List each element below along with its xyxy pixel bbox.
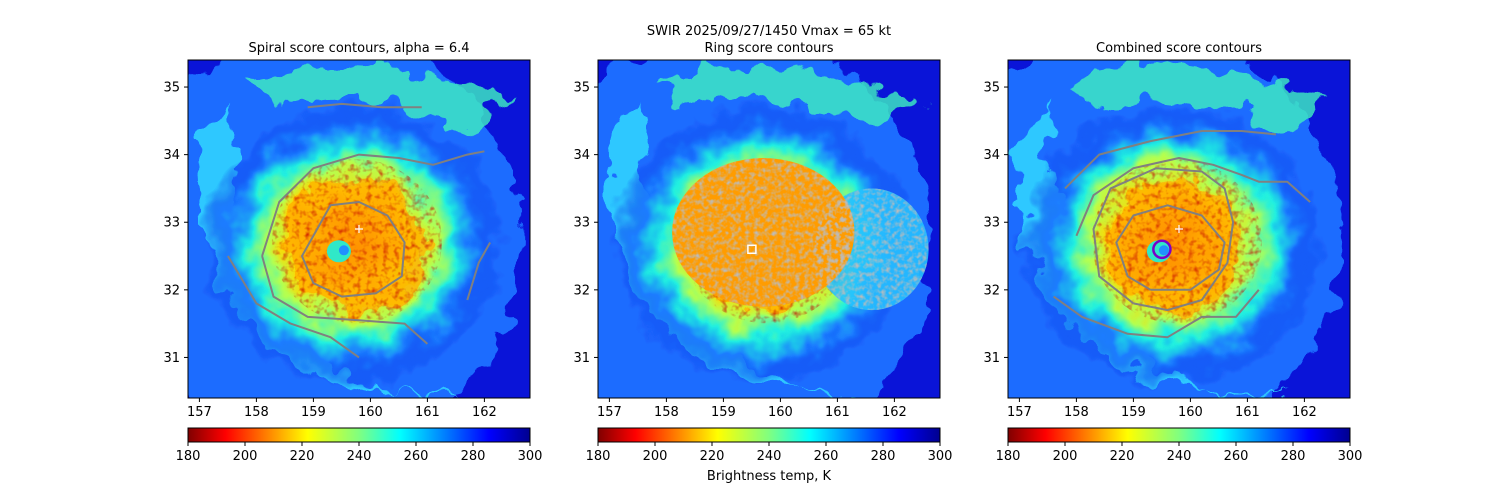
y-tick-label: 31 [573, 351, 590, 366]
y-tick-label: 32 [983, 283, 1000, 298]
y-tick-label: 33 [163, 216, 180, 231]
colorbar-tick-label: 260 [404, 449, 429, 464]
colorbar-tick-label: 220 [290, 449, 315, 464]
center-marker [355, 225, 363, 233]
x-tick-label: 161 [1235, 405, 1260, 420]
x-tick-label: 161 [825, 405, 850, 420]
colorbar-tick-label: 240 [757, 449, 782, 464]
colorbar-tick-label: 220 [1110, 449, 1135, 464]
eye-fit-circle [1152, 239, 1172, 260]
y-tick-label: 35 [573, 81, 590, 96]
score-contour [466, 242, 491, 301]
colorbar-tick-label: 180 [176, 449, 201, 464]
spiral-band-north [1068, 64, 1330, 130]
x-tick-label: 162 [882, 405, 907, 420]
y-tick-label: 34 [983, 148, 1000, 163]
x-tick-label: 157 [187, 405, 212, 420]
y-tick-label: 31 [163, 351, 180, 366]
x-tick-label: 162 [472, 405, 497, 420]
x-tick-label: 162 [1292, 405, 1317, 420]
panel-2-title: Ring score contours [704, 41, 833, 56]
axes-frame [187, 59, 531, 399]
panel-2: 157 158 159 160 161 162 31 32 33 34 35 180 200 220 240… [573, 59, 953, 484]
y-tick-label: 31 [983, 351, 1000, 366]
score-contour [261, 255, 429, 345]
colorbar-tick-label: 180 [996, 449, 1021, 464]
panel-title: Spiral score contours, alpha = 6.4 [248, 41, 469, 56]
score-contour [1092, 167, 1235, 312]
y-tick-label: 35 [983, 81, 1000, 96]
center-marker [747, 244, 757, 255]
colorbar-3: 180 200 220 240 260 280 300 [996, 427, 1363, 464]
x-tick-label: 160 [768, 405, 793, 420]
x-tick-label: 160 [358, 405, 383, 420]
x-tick-label: 158 [244, 405, 269, 420]
colorbar-2: 180 200 220 240 260 280 300 Brightness temp, K [586, 427, 953, 484]
y-tick-label: 34 [163, 148, 180, 163]
colorbar-tick-label: 280 [1281, 449, 1306, 464]
colorbar-gradient [187, 427, 531, 443]
axes-frame [1007, 59, 1351, 399]
colorbar-tick-label: 260 [814, 449, 839, 464]
ring-main-contours [672, 158, 855, 307]
ring-score-region [672, 158, 929, 311]
ir-image-2 [598, 60, 940, 398]
cold-top-speckle [1091, 159, 1262, 324]
colorbar-gradient [1007, 427, 1351, 443]
score-contour [1053, 289, 1260, 339]
score-contour [1075, 157, 1311, 237]
x-tick-label: 159 [301, 405, 326, 420]
x-tick-label: 158 [654, 405, 679, 420]
x-tick-label: 158 [1064, 405, 1089, 420]
spiral-band-north [658, 64, 920, 130]
ir-image-3 [1008, 60, 1350, 398]
score-contour [227, 255, 360, 359]
colorbar-gradient [597, 427, 941, 443]
y-tick-label: 35 [163, 81, 180, 96]
x-tick-label: 159 [711, 405, 736, 420]
panel-title: Combined score contours [1096, 41, 1262, 56]
colorbar-tick-label: 280 [871, 449, 896, 464]
colorbar-tick-label: 260 [1224, 449, 1249, 464]
score-contour [1064, 130, 1276, 190]
y-tick-label: 33 [573, 216, 590, 231]
colorbar-tick-label: 200 [643, 449, 668, 464]
colorbar-label: Brightness temp, K [707, 469, 832, 484]
colorbar-1: 180 200 220 240 260 280 300 [176, 427, 543, 464]
y-tick-label: 33 [983, 216, 1000, 231]
cold-top-speckle [271, 159, 442, 324]
colorbar-tick-label: 300 [518, 449, 543, 464]
x-tick-label: 160 [1178, 405, 1203, 420]
ir-image-1 [188, 60, 530, 398]
colorbar-tick-label: 220 [700, 449, 725, 464]
colorbar-tick-label: 180 [586, 449, 611, 464]
center-marker [1175, 225, 1183, 233]
panel-3: Combined score contours 157 158 159 160 161 16… [983, 41, 1363, 464]
x-tick-label: 157 [597, 405, 622, 420]
score-contour [301, 201, 406, 298]
storm-eye-center [1158, 245, 1169, 256]
score-contour [261, 150, 485, 257]
storm-eye-center [338, 245, 349, 256]
colorbar-tick-label: 200 [1053, 449, 1078, 464]
score-contour [1115, 204, 1226, 291]
axes-frame [597, 59, 941, 399]
colorbar-tick-label: 280 [461, 449, 486, 464]
score-contour [307, 102, 422, 109]
panel-1: Spiral score contours, alpha = 6.4 157 158… [163, 41, 543, 464]
x-tick-label: 159 [1121, 405, 1146, 420]
y-tick-label: 32 [573, 283, 590, 298]
spiral-band-north [248, 64, 510, 130]
figure-suptitle: SWIR 2025/09/27/1450 Vmax = 65 kt [647, 24, 891, 39]
x-tick-label: 157 [1007, 405, 1032, 420]
colorbar-tick-label: 300 [928, 449, 953, 464]
colorbar-tick-label: 200 [233, 449, 258, 464]
colorbar-tick-label: 240 [347, 449, 372, 464]
y-tick-label: 34 [573, 148, 590, 163]
colorbar-tick-label: 300 [1338, 449, 1363, 464]
colorbar-tick-label: 240 [1167, 449, 1192, 464]
y-tick-label: 32 [163, 283, 180, 298]
x-tick-label: 161 [415, 405, 440, 420]
